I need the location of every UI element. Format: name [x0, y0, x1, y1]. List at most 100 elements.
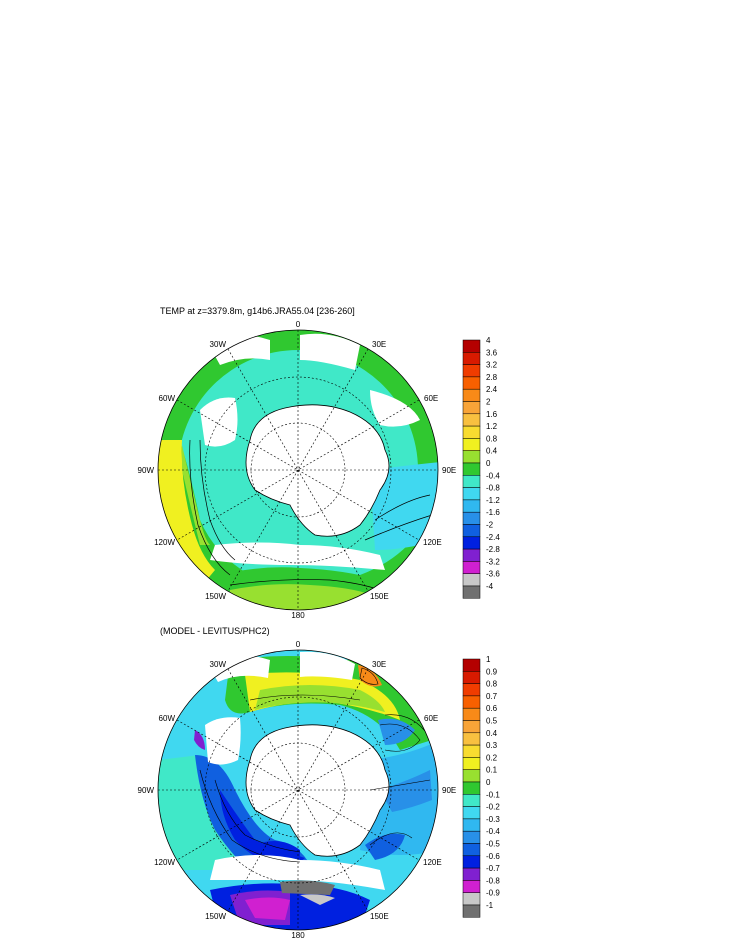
top-lon-label: 90W	[138, 466, 155, 475]
top-colorbar-label: 2	[486, 398, 491, 407]
top-lon-label: 120W	[154, 538, 175, 547]
top-colorbar-swatch	[462, 364, 481, 378]
bottom-field-west-purple	[194, 730, 205, 750]
top-contour-2	[199, 439, 236, 561]
bottom-colorbar: 1 0.9 0.8 0.7 0.6 0.5 0.4 0.3 0.2 0.1 0 -0.1 -0.2 -0.…	[462, 655, 500, 918]
bottom-lon-label: 90E	[442, 786, 456, 795]
top-field-green-outer	[158, 330, 438, 470]
bottom-colorbar-label: 0.8	[486, 680, 498, 689]
top-colorbar-label: -2	[486, 521, 494, 530]
top-field-cyan-indian	[370, 462, 438, 550]
top-colorbar-label: -3.2	[486, 557, 500, 566]
top-field-lightgreen	[182, 445, 210, 545]
bottom-colorbar-label: -0.3	[486, 815, 500, 824]
top-colorbar-swatch	[462, 376, 481, 390]
top-colorbar-label: 3.6	[486, 348, 498, 357]
bottom-lon-label: 0	[296, 640, 301, 649]
bottom-field-nodata-south-atlantic	[300, 651, 355, 680]
bottom-colorbar-label: 0.9	[486, 667, 498, 676]
bottom-colorbar-label: -0.4	[486, 827, 500, 836]
bottom-colorbar-label: 0.4	[486, 729, 498, 738]
top-colorbar-swatch	[462, 487, 481, 501]
top-colorbar-label: 2.4	[486, 385, 498, 394]
bottom-contour-8	[249, 694, 361, 701]
bottom-colorbar-label: -0.9	[486, 889, 500, 898]
top-colorbar-swatch	[462, 413, 481, 427]
bottom-contour-3	[379, 723, 421, 752]
bottom-colorbar-swatch	[462, 707, 481, 721]
top-graticule	[158, 330, 438, 610]
bottom-colorbar-label: -0.2	[486, 803, 500, 812]
top-colorbar-label: -0.4	[486, 471, 500, 480]
bottom-colorbar-label: -0.5	[486, 840, 500, 849]
bottom-colorbar-label: 1	[486, 655, 491, 664]
top-colorbar-swatch	[462, 561, 481, 574]
top-colorbar-label: 1.6	[486, 410, 498, 419]
bottom-field-180-gray	[280, 880, 335, 895]
top-colorbar-swatch	[462, 352, 481, 365]
top-colorbar-swatch	[462, 524, 481, 538]
bottom-lon-label: 180	[291, 931, 305, 940]
bottom-colorbar-label: 0	[486, 778, 491, 787]
top-colorbar-swatch	[462, 425, 481, 439]
top-contour-4	[374, 494, 431, 521]
bottom-field-indian-blue	[380, 770, 432, 812]
bottom-colorbar-swatch	[462, 830, 481, 844]
bottom-colorbar-label: -0.7	[486, 864, 500, 873]
top-colorbar-swatch	[462, 462, 481, 476]
top-antarctica	[245, 404, 390, 537]
bottom-colorbar-label: -0.8	[486, 876, 500, 885]
bottom-map-boundary	[157, 649, 439, 931]
bottom-lon-label: 60E	[424, 714, 438, 723]
top-map-boundary	[157, 329, 439, 611]
bottom-lon-label: 90W	[138, 786, 155, 795]
bottom-lon-label: 120W	[154, 858, 175, 867]
bottom-contour-6	[369, 779, 431, 791]
top-field-green-pacific	[160, 425, 438, 610]
bottom-colorbar-swatch	[462, 732, 481, 746]
bottom-colorbar-swatch	[462, 892, 481, 906]
bottom-lon-label: 120E	[423, 858, 442, 867]
bottom-colorbar-label: -1	[486, 901, 494, 910]
bottom-colorbar-label: 0.5	[486, 717, 498, 726]
top-lon-label: 90E	[442, 466, 456, 475]
top-colorbar-swatch	[462, 499, 481, 513]
top-colorbar-label: 4	[486, 336, 491, 345]
bottom-map-fields	[158, 650, 438, 930]
bottom-field-nodata-ross	[210, 855, 385, 890]
bottom-field-atlantic-ltgreen	[255, 685, 385, 712]
bottom-field-180-ltgray	[300, 894, 335, 905]
top-field-nodata-peninsula	[200, 397, 238, 447]
bottom-lon-label: 30W	[210, 660, 227, 669]
bottom-colorbar-swatch	[462, 843, 481, 857]
bottom-colorbar-swatch	[462, 806, 481, 820]
top-colorbar-swatch	[462, 388, 481, 402]
bottom-contour-2	[214, 779, 301, 853]
bottom-colorbar-label: 0.3	[486, 741, 498, 750]
bottom-lon-label: 30E	[372, 660, 386, 669]
top-contour-5	[364, 514, 433, 541]
top-colorbar-label: 2.8	[486, 373, 498, 382]
top-lon-label: 150E	[370, 592, 389, 601]
top-colorbar-label: -2.8	[486, 545, 500, 554]
top-field-nodata-kerguelen	[370, 390, 420, 427]
bottom-colorbar-swatch	[462, 781, 481, 795]
top-colorbar-swatch	[462, 475, 481, 488]
bottom-colorbar-swatch	[462, 904, 481, 918]
bottom-colorbar-swatch	[462, 867, 481, 881]
top-colorbar-label: -0.8	[486, 484, 500, 493]
bottom-contour-5	[359, 667, 379, 685]
top-colorbar: 4 3.6 3.2 2.8 2.4 2 1.6 1.2 0.8 0.4 0 -0.4 -0.8 -1.2 -…	[462, 336, 500, 599]
bottom-colorbar-swatch	[462, 769, 481, 783]
top-lon-label: 30W	[210, 340, 227, 349]
top-field-nodata-south-atlantic	[300, 333, 360, 370]
top-lon-label: 180	[291, 611, 305, 620]
bottom-contour-7	[369, 832, 413, 846]
bottom-colorbar-label: 0.2	[486, 753, 498, 762]
top-colorbar-swatch	[462, 585, 481, 599]
bottom-colorbar-label: -0.6	[486, 852, 500, 861]
top-lon-label: 60W	[159, 394, 176, 403]
bottom-colorbar-swatch	[462, 855, 481, 869]
top-colorbar-swatch	[462, 438, 481, 451]
bottom-field-180-magenta	[245, 897, 290, 920]
